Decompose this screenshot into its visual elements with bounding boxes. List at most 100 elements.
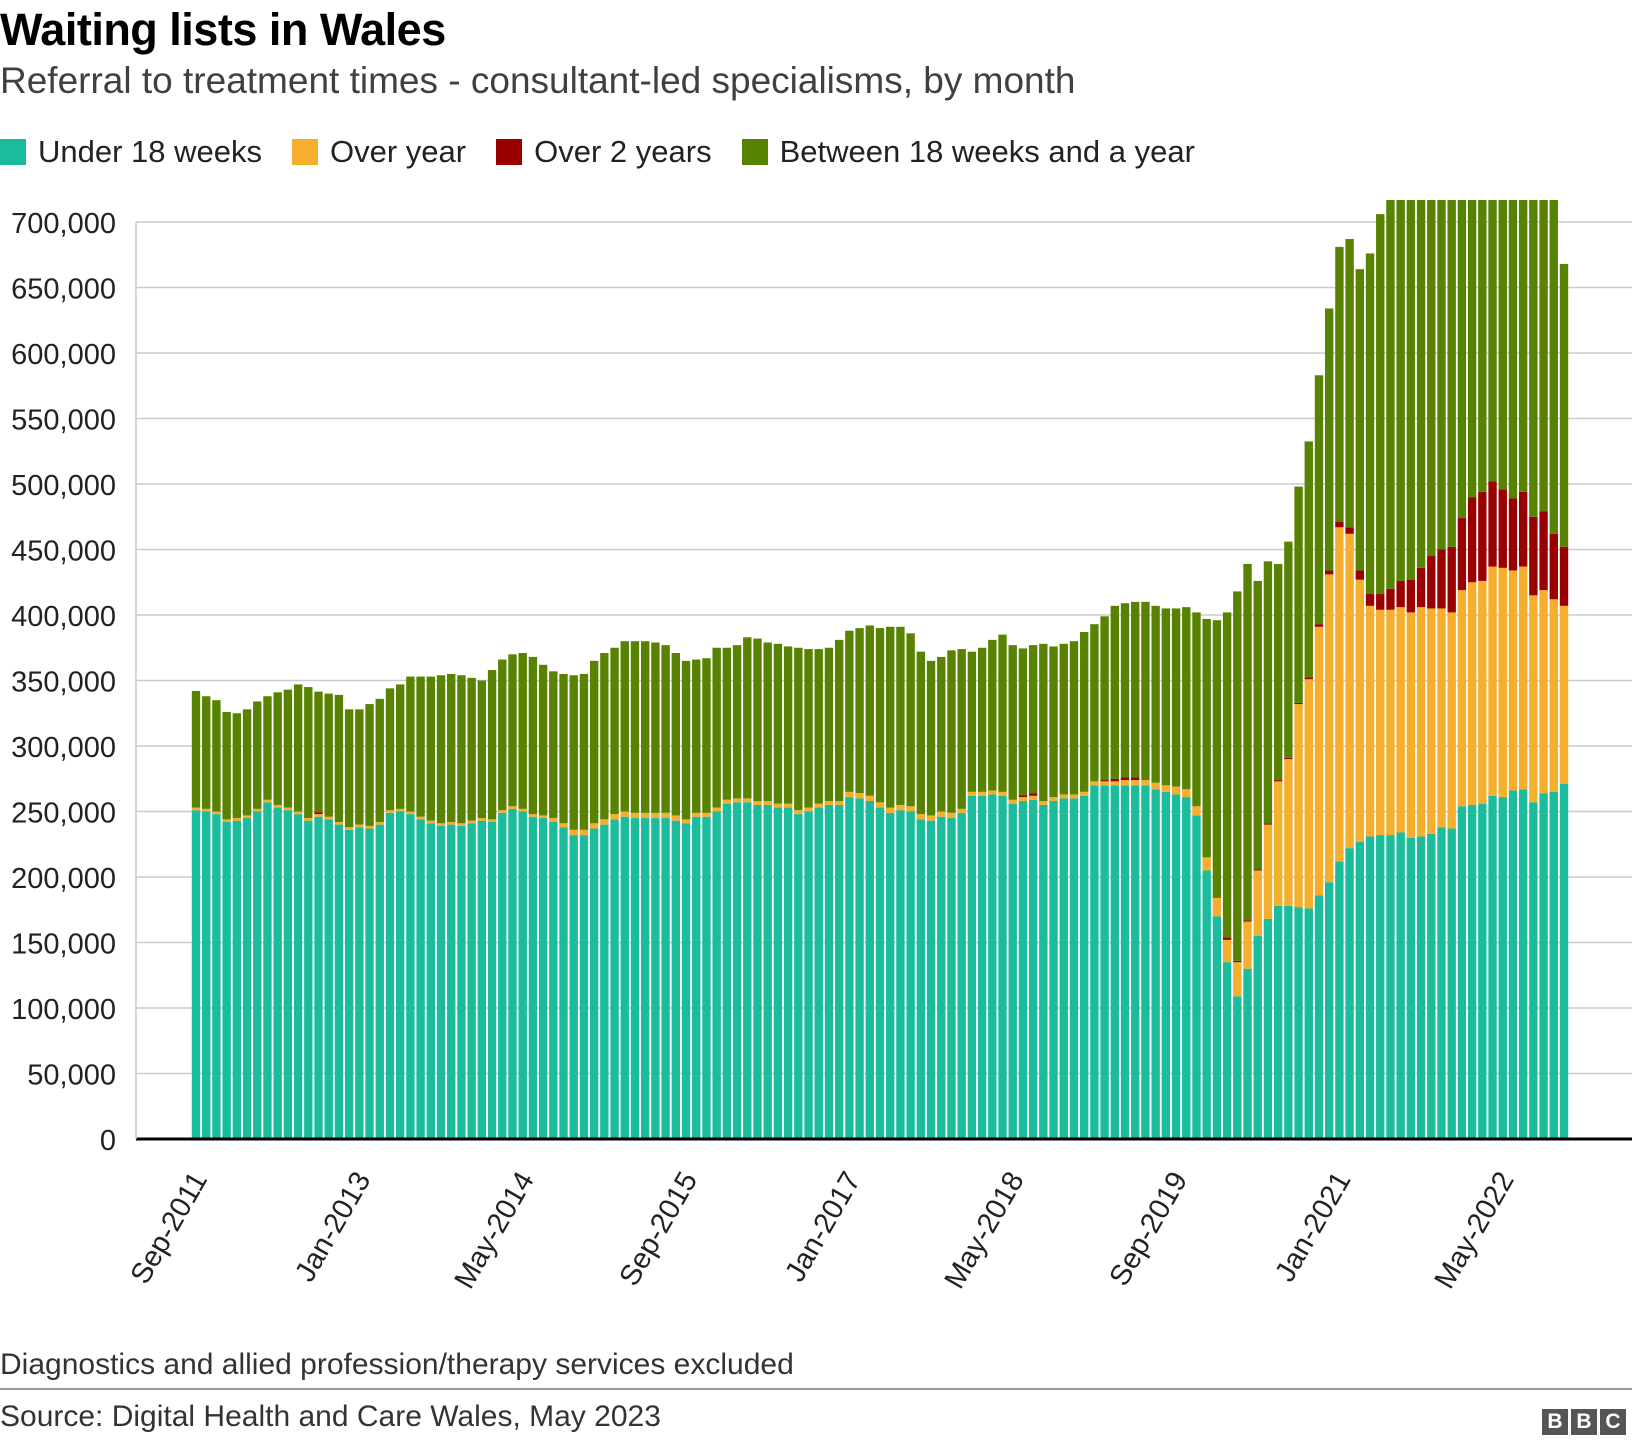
bar-segment-between-18-weeks-and-a-year xyxy=(222,711,231,820)
bar-segment-over-year xyxy=(375,821,384,825)
legend-item-between-18-weeks-and-a-year: Between 18 weeks and a year xyxy=(741,134,1195,170)
bar-segment-between-18-weeks-and-a-year xyxy=(967,651,977,792)
bar-segment-over-2-years xyxy=(1243,920,1252,922)
bar-segment-between-18-weeks-and-a-year xyxy=(1090,624,1099,782)
bar-segment-over-year xyxy=(834,801,844,805)
bar-segment-between-18-weeks-and-a-year xyxy=(253,701,262,809)
bar-segment-between-18-weeks-and-a-year xyxy=(753,638,762,802)
bar-segment-under-18-weeks xyxy=(569,835,578,1139)
bar-segment-between-18-weeks-and-a-year xyxy=(426,676,435,821)
bar-segment-between-18-weeks-and-a-year xyxy=(1518,200,1528,492)
bar-segment-between-18-weeks-and-a-year xyxy=(1100,616,1109,781)
bar-segment-under-18-weeks xyxy=(1090,785,1099,1139)
bar-segment-over-year xyxy=(1335,527,1344,862)
bar-segment-between-18-weeks-and-a-year xyxy=(998,634,1007,792)
bar-segment-under-18-weeks xyxy=(1273,905,1283,1139)
bar-segment-between-18-weeks-and-a-year xyxy=(814,649,823,804)
bar-segment-between-18-weeks-and-a-year xyxy=(1549,200,1558,534)
x-tick-label: Jan-2017 xyxy=(779,1167,867,1288)
bar-segment-under-18-weeks xyxy=(845,797,854,1139)
bar-segment-between-18-weeks-and-a-year xyxy=(1376,214,1385,595)
bar-segment-between-18-weeks-and-a-year xyxy=(1161,608,1171,786)
bar-segment-between-18-weeks-and-a-year xyxy=(1325,308,1334,571)
bar-segment-under-18-weeks xyxy=(763,804,772,1139)
bar-segment-between-18-weeks-and-a-year xyxy=(1437,200,1446,550)
bar-segment-between-18-weeks-and-a-year xyxy=(732,645,742,799)
bar-segment-under-18-weeks xyxy=(191,810,201,1139)
bar-segment-between-18-weeks-and-a-year xyxy=(957,649,966,809)
legend-swatch-over-year xyxy=(292,139,319,165)
bar-segment-between-18-weeks-and-a-year xyxy=(845,630,854,792)
bar-segment-over-2-years xyxy=(1437,549,1446,609)
bar-segment-over-year xyxy=(1406,612,1416,838)
bar-segment-over-year xyxy=(1314,626,1324,896)
bar-segment-between-18-weeks-and-a-year xyxy=(1355,269,1365,571)
bar-segment-between-18-weeks-and-a-year xyxy=(1018,648,1028,796)
x-tick-label: Jan-2013 xyxy=(289,1167,377,1288)
bar-segment-under-18-weeks xyxy=(814,807,823,1139)
bar-segment-over-year xyxy=(1488,566,1497,796)
y-tick-label: 100,000 xyxy=(11,994,116,1026)
bar-segment-between-18-weeks-and-a-year xyxy=(1079,632,1089,792)
bar-segment-between-18-weeks-and-a-year xyxy=(610,647,619,815)
bar-segment-under-18-weeks xyxy=(416,819,425,1139)
bar-segment-between-18-weeks-and-a-year xyxy=(855,628,864,794)
y-tick-label: 200,000 xyxy=(11,863,116,895)
bar-segment-between-18-weeks-and-a-year xyxy=(263,696,272,800)
bar-segment-between-18-weeks-and-a-year xyxy=(1273,563,1283,781)
bar-segment-under-18-weeks xyxy=(834,804,844,1139)
bar-segment-under-18-weeks xyxy=(263,802,272,1139)
bar-segment-over-year xyxy=(334,821,344,825)
bar-segment-over-year xyxy=(344,827,354,830)
bar-segment-under-18-weeks xyxy=(926,820,936,1139)
bar-segment-over-2-years xyxy=(1416,567,1426,608)
bar-segment-between-18-weeks-and-a-year xyxy=(1396,200,1405,581)
bar-segment-between-18-weeks-and-a-year xyxy=(549,671,558,819)
bar-segment-over-year xyxy=(967,791,977,796)
bar-segment-between-18-weeks-and-a-year xyxy=(212,700,221,812)
legend-swatch-between-18-weeks-and-a-year xyxy=(741,139,768,165)
bar-segment-over-year xyxy=(1090,781,1099,786)
bar-segment-between-18-weeks-and-a-year xyxy=(783,646,793,804)
bar-segment-between-18-weeks-and-a-year xyxy=(1508,200,1518,499)
bar-segment-under-18-weeks xyxy=(671,820,681,1139)
bar-segment-over-year xyxy=(395,808,405,812)
bar-segment-under-18-weeks xyxy=(743,802,752,1139)
y-tick-label: 700,000 xyxy=(11,208,116,240)
bar-segment-over-year xyxy=(1294,704,1303,908)
bar-segment-over-year xyxy=(559,823,568,828)
bar-segment-over-year xyxy=(1008,799,1017,804)
bar-segment-between-18-weeks-and-a-year xyxy=(886,626,895,808)
bar-segment-under-18-weeks xyxy=(253,811,262,1139)
bar-segment-between-18-weeks-and-a-year xyxy=(794,647,803,811)
bar-segment-under-18-weeks xyxy=(1100,785,1109,1139)
x-tick-label: Sep-2015 xyxy=(613,1167,704,1292)
bar-segment-over-2-years xyxy=(1233,960,1242,963)
bar-segment-between-18-weeks-and-a-year xyxy=(712,647,721,808)
bar-segment-between-18-weeks-and-a-year xyxy=(671,652,681,816)
bar-segment-under-18-weeks xyxy=(1529,802,1538,1139)
bar-segment-over-2-years xyxy=(1355,570,1365,580)
bar-segment-over-year xyxy=(365,825,374,829)
stacked-bar-chart: 0 50,000 100,000 150,000 200,000 250,000 300,0… xyxy=(11,200,1632,1294)
bar-segment-between-18-weeks-and-a-year xyxy=(1498,200,1507,490)
bar-segment-over-year xyxy=(498,810,507,813)
bar-segment-over-year xyxy=(447,821,456,825)
bar-segment-under-18-weeks xyxy=(1508,790,1518,1139)
bar-segment-over-2-years xyxy=(1335,521,1344,528)
bar-segment-between-18-weeks-and-a-year xyxy=(1141,601,1150,781)
bar-segment-under-18-weeks xyxy=(702,816,711,1139)
bar-segment-over-year xyxy=(620,811,629,817)
bar-segment-under-18-weeks xyxy=(1518,789,1528,1139)
bar-segment-over-year xyxy=(600,819,609,825)
bar-segment-between-18-weeks-and-a-year xyxy=(232,713,242,819)
bar-segment-over-year xyxy=(1151,782,1160,790)
bar-segment-over-year xyxy=(1416,607,1426,837)
bar-segment-over-2-years xyxy=(1273,780,1283,782)
bar-segment-over-year xyxy=(773,803,783,808)
bar-segment-between-18-weeks-and-a-year xyxy=(1049,646,1058,798)
bar-segment-over-year xyxy=(436,823,446,826)
y-tick-label: 400,000 xyxy=(11,601,116,633)
x-tick-label: Sep-2011 xyxy=(125,1167,215,1290)
bar-segment-over-year xyxy=(916,814,926,820)
